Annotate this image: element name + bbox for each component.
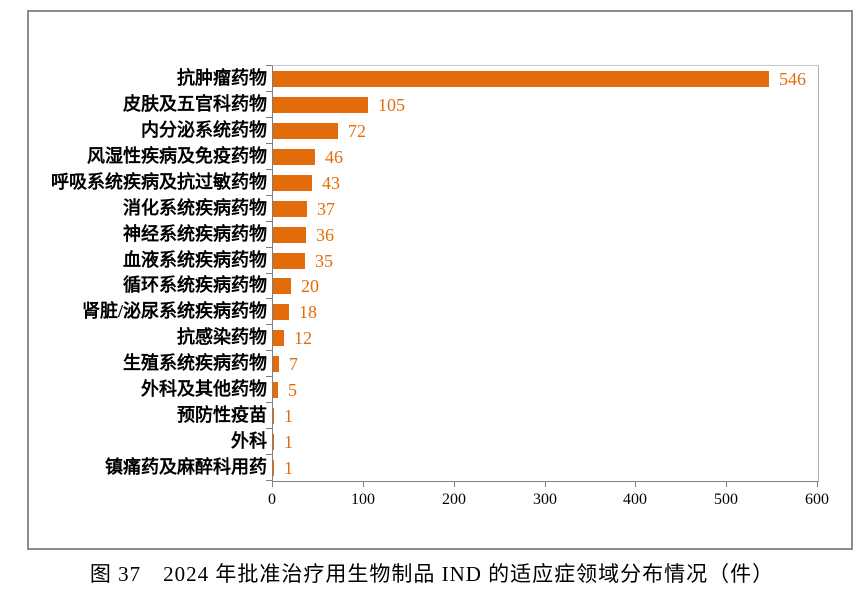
category-label-2: 皮肤及五官科药物 (123, 93, 267, 114)
category-label-15: 外科 (231, 431, 267, 452)
x-tick-mark (363, 481, 364, 487)
y-tick-mark (266, 273, 272, 274)
value-label-9: 20 (301, 276, 319, 297)
category-label-10: 肾脏/泌尿系统疾病药物 (82, 301, 267, 322)
y-tick-mark (266, 480, 272, 481)
bar-4 (273, 148, 315, 165)
y-tick-mark (266, 402, 272, 403)
value-label-4: 46 (325, 146, 343, 167)
x-tick-mark (817, 481, 818, 487)
plot-area: 546 105 72 46 43 37 36 35 20 18 12 7 5 1 1 1 (272, 65, 819, 482)
figure-caption: 图 37 2024 年批准治疗用生物制品 IND 的适应症领域分布情况（件） (89, 562, 775, 586)
y-tick-mark (266, 324, 272, 325)
y-tick-mark (266, 91, 272, 92)
y-tick-mark (266, 169, 272, 170)
x-tick-mark (272, 481, 273, 487)
category-label-16: 镇痛药及麻醉科用药 (105, 457, 267, 478)
value-label-14: 1 (284, 406, 293, 427)
bar-11 (273, 330, 284, 347)
chart-frame: 546 105 72 46 43 37 36 35 20 18 12 7 5 1 1 1 抗肿瘤药物皮肤及五官… (27, 10, 853, 550)
bar-6 (273, 200, 307, 217)
category-label-6: 消化系统疾病药物 (123, 197, 267, 218)
value-label-3: 72 (348, 120, 366, 141)
value-label-16: 1 (284, 458, 293, 479)
value-label-13: 5 (288, 380, 297, 401)
y-tick-mark (266, 143, 272, 144)
y-tick-mark (266, 428, 272, 429)
y-tick-mark (266, 247, 272, 248)
y-tick-mark (266, 195, 272, 196)
bar-3 (273, 122, 338, 139)
y-tick-mark (266, 65, 272, 66)
y-tick-mark (266, 376, 272, 377)
y-tick-mark (266, 454, 272, 455)
x-tick-label-400: 400 (623, 491, 647, 508)
bar-2 (273, 96, 368, 113)
y-tick-mark (266, 117, 272, 118)
bar-1 (273, 70, 769, 87)
category-label-8: 血液系统疾病药物 (123, 249, 267, 270)
bar-9 (273, 278, 291, 295)
x-tick-mark (726, 481, 727, 487)
y-tick-mark (266, 221, 272, 222)
bar-8 (273, 252, 305, 269)
category-label-9: 循环系统疾病药物 (123, 275, 267, 296)
value-label-5: 43 (322, 172, 340, 193)
value-label-8: 35 (315, 250, 333, 271)
bar-14 (273, 408, 274, 425)
x-tick-label-0: 0 (268, 491, 276, 508)
value-label-2: 105 (378, 94, 405, 115)
bar-13 (273, 382, 278, 399)
bar-15 (273, 434, 274, 451)
y-tick-mark (266, 350, 272, 351)
x-tick-label-500: 500 (714, 491, 738, 508)
value-label-11: 12 (294, 328, 312, 349)
category-label-13: 外科及其他药物 (141, 379, 267, 400)
category-label-3: 内分泌系统药物 (141, 119, 267, 140)
x-tick-mark (545, 481, 546, 487)
category-label-11: 抗感染药物 (177, 327, 267, 348)
value-label-10: 18 (299, 302, 317, 323)
value-label-7: 36 (316, 224, 334, 245)
category-label-12: 生殖系统疾病药物 (123, 353, 267, 374)
category-label-5: 呼吸系统疾病及抗过敏药物 (51, 171, 267, 192)
y-tick-mark (266, 298, 272, 299)
x-tick-label-300: 300 (533, 491, 557, 508)
bar-10 (273, 304, 289, 321)
value-label-6: 37 (317, 198, 335, 219)
bar-7 (273, 226, 306, 243)
category-label-4: 风湿性疾病及免疫药物 (87, 145, 267, 166)
x-tick-label-600: 600 (805, 491, 829, 508)
value-label-1: 546 (779, 68, 806, 89)
x-tick-label-100: 100 (351, 491, 375, 508)
x-tick-mark (454, 481, 455, 487)
value-label-12: 7 (289, 354, 298, 375)
category-label-14: 预防性疫苗 (177, 405, 267, 426)
category-label-1: 抗肿瘤药物 (177, 67, 267, 88)
bar-12 (273, 356, 279, 373)
bar-5 (273, 174, 312, 191)
value-label-15: 1 (284, 432, 293, 453)
bar-16 (273, 460, 274, 477)
x-tick-label-200: 200 (442, 491, 466, 508)
category-label-7: 神经系统疾病药物 (123, 223, 267, 244)
x-tick-mark (635, 481, 636, 487)
